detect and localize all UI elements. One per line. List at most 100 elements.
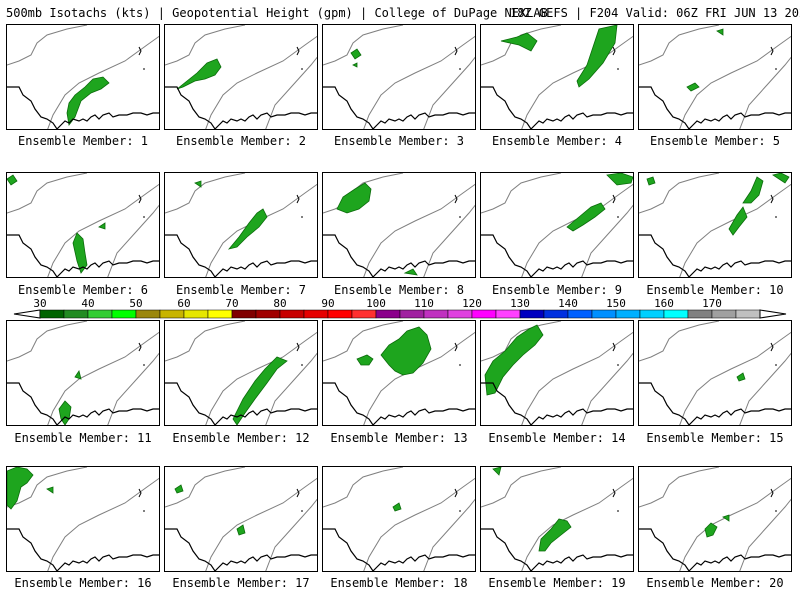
lake-outline xyxy=(454,194,461,218)
colorbar-swatch xyxy=(111,309,137,319)
colorbar-swatch xyxy=(663,309,689,319)
ensemble-member-panel xyxy=(6,172,160,278)
member-map xyxy=(481,25,633,129)
colorbar-tick-label: 110 xyxy=(414,297,434,310)
ensemble-member-panel xyxy=(322,24,476,130)
isotach-area xyxy=(500,32,538,52)
coastline xyxy=(165,528,317,571)
lake-outline xyxy=(612,488,619,512)
height-contour xyxy=(165,321,246,362)
coastline xyxy=(165,382,317,425)
isotach-area xyxy=(352,62,358,68)
colorbar-swatch xyxy=(471,309,497,319)
colorbar-swatch xyxy=(495,309,521,319)
coastline xyxy=(481,382,633,425)
coastline xyxy=(7,528,159,571)
coastline xyxy=(639,382,791,425)
colorbar-tick-label: 70 xyxy=(225,297,239,310)
member-label: Ensemble Member: 20 xyxy=(646,576,784,590)
colorbar-low-arrow xyxy=(13,309,41,319)
coastline xyxy=(165,86,317,129)
colorbar-swatch xyxy=(39,309,65,319)
height-contour xyxy=(363,477,475,571)
colorbar-tick-label: 160 xyxy=(654,297,674,310)
isotach-area xyxy=(227,208,268,250)
height-contour xyxy=(265,56,317,129)
height-contour xyxy=(47,35,159,129)
height-contour xyxy=(47,477,159,571)
height-contour xyxy=(205,331,317,425)
lake-outline xyxy=(296,342,303,366)
colorbar-swatch xyxy=(567,309,593,319)
height-contour xyxy=(581,204,633,277)
colorbar-tick-label: 140 xyxy=(558,297,578,310)
height-contour xyxy=(107,204,159,277)
height-contour xyxy=(165,25,246,66)
member-map xyxy=(639,321,791,425)
ensemble-member-panel xyxy=(6,320,160,426)
colorbar-tick-label: 170 xyxy=(702,297,722,310)
coastline xyxy=(639,86,791,129)
height-contour xyxy=(679,183,791,277)
height-contour xyxy=(679,331,791,425)
member-label: Ensemble Member: 3 xyxy=(333,134,465,148)
colorbar-swatch xyxy=(183,309,209,319)
isotach-area xyxy=(74,370,82,380)
colorbar-swatch xyxy=(231,309,257,319)
member-label: Ensemble Member: 19 xyxy=(488,576,626,590)
height-contour xyxy=(265,352,317,425)
colorbar-swatch xyxy=(375,309,401,319)
member-map xyxy=(481,321,633,425)
colorbar-swatch xyxy=(543,309,569,319)
ensemble-member-panel xyxy=(164,24,318,130)
colorbar-swatch xyxy=(423,309,449,319)
colorbar-swatch xyxy=(351,309,377,319)
isotach-area xyxy=(538,518,572,552)
height-contour xyxy=(739,498,791,571)
colorbar-tick-label: 60 xyxy=(177,297,191,310)
member-label: Ensemble Member: 6 xyxy=(17,283,149,297)
lake-outline xyxy=(138,194,145,218)
lake-outline xyxy=(612,194,619,218)
height-contour xyxy=(47,183,159,277)
ensemble-member-panel xyxy=(480,24,634,130)
coastline xyxy=(481,86,633,129)
height-contour xyxy=(739,56,791,129)
height-contour xyxy=(679,477,791,571)
isotach-area xyxy=(174,484,184,494)
member-label: Ensemble Member: 1 xyxy=(17,134,149,148)
colorbar-swatch xyxy=(63,309,89,319)
lake-outline xyxy=(770,488,777,512)
height-contour xyxy=(639,25,720,66)
height-contour xyxy=(7,25,88,66)
lake-outline xyxy=(454,342,461,366)
colorbar-swatch xyxy=(735,309,761,319)
isotach-area xyxy=(7,467,34,510)
height-contour xyxy=(107,352,159,425)
lake-outline xyxy=(770,194,777,218)
coastline xyxy=(323,528,475,571)
member-label: Ensemble Member: 14 xyxy=(488,431,626,445)
isotach-area xyxy=(194,180,202,188)
coastline xyxy=(7,86,159,129)
height-contour xyxy=(521,183,633,277)
ensemble-member-panel xyxy=(6,466,160,572)
member-map xyxy=(323,321,475,425)
member-label: Ensemble Member: 18 xyxy=(330,576,468,590)
colorbar-tick-label: 30 xyxy=(33,297,47,310)
lake-outline xyxy=(454,46,461,70)
isotach-area xyxy=(46,486,54,494)
colorbar-swatch xyxy=(255,309,281,319)
colorbar-tick-label: 90 xyxy=(321,297,335,310)
colorbar-swatch xyxy=(711,309,737,319)
colorbar-tick-label: 50 xyxy=(129,297,143,310)
coastline xyxy=(323,382,475,425)
isotach-area xyxy=(716,28,724,36)
ensemble-member-panel xyxy=(164,172,318,278)
colorbar-swatch xyxy=(687,309,713,319)
colorbar-tick-label: 130 xyxy=(510,297,530,310)
isotach-area xyxy=(232,356,288,425)
ensemble-member-panel xyxy=(322,320,476,426)
isotach-area xyxy=(704,522,718,538)
member-label: Ensemble Member: 12 xyxy=(172,431,310,445)
